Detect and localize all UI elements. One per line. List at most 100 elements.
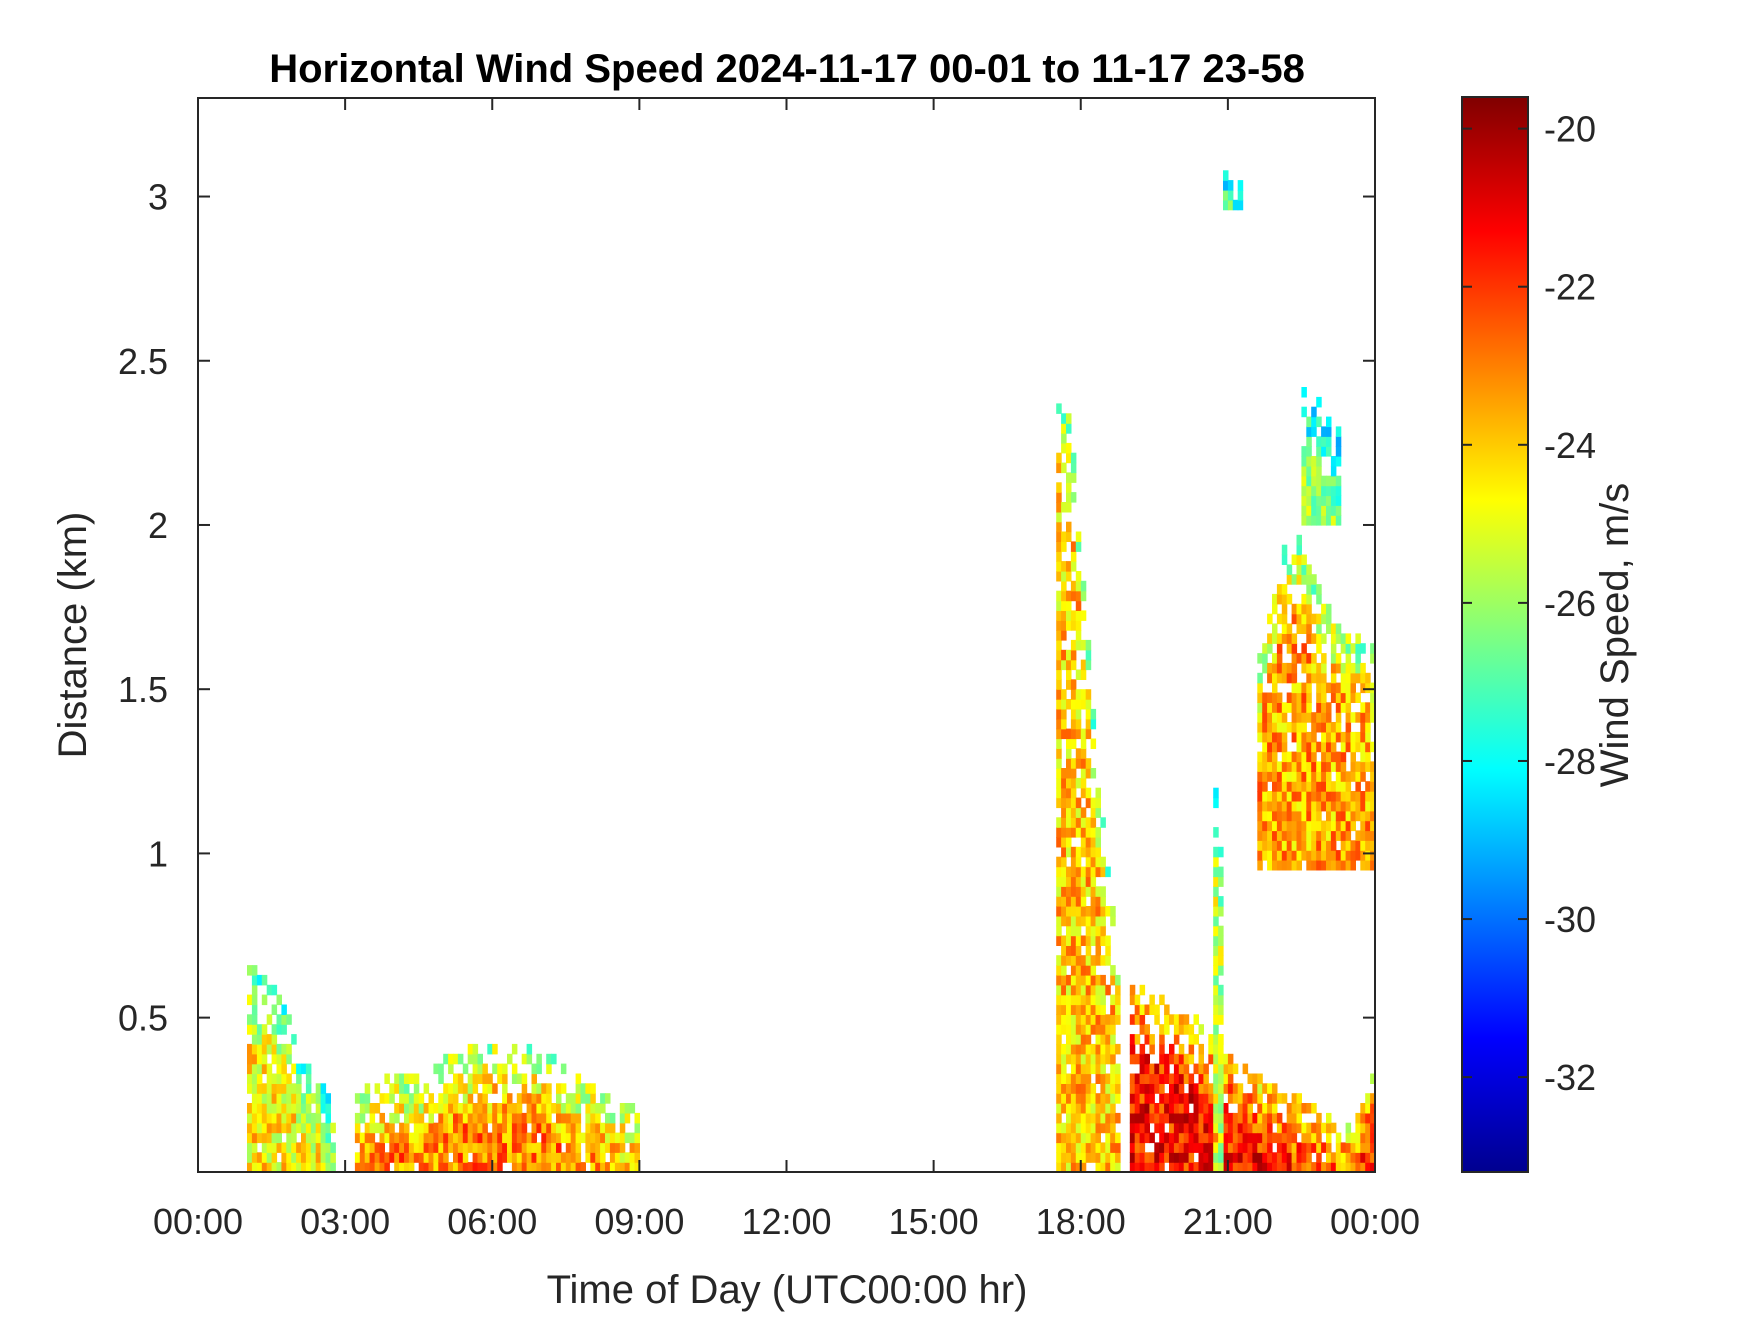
heatmap-cell [482, 1093, 488, 1104]
heatmap-cell [1326, 840, 1332, 851]
heatmap-cell [541, 1083, 547, 1094]
heatmap-cell [320, 1132, 327, 1144]
heatmap-cell [467, 1112, 474, 1124]
heatmap-cell [1164, 1152, 1170, 1163]
heatmap-cell [1301, 692, 1307, 703]
heatmap-cell [560, 1162, 567, 1173]
heatmap-cell [281, 1073, 287, 1084]
heatmap-cell [1267, 771, 1273, 782]
heatmap-cell [1335, 751, 1342, 763]
heatmap-cell [1272, 1132, 1278, 1144]
heatmap-cell [443, 1152, 449, 1163]
heatmap-cell [595, 1103, 601, 1114]
heatmap-cell [1272, 593, 1278, 605]
heatmap-cell [1070, 965, 1077, 976]
heatmap-cell [1272, 662, 1278, 674]
heatmap-cell [1066, 600, 1072, 611]
heatmap-cell [1090, 935, 1097, 946]
heatmap-cell [1276, 1112, 1283, 1124]
heatmap-cell [1350, 751, 1356, 763]
heatmap-cell [1272, 653, 1278, 664]
heatmap-cell [1178, 1162, 1185, 1173]
heatmap-cell [1223, 199, 1229, 211]
heatmap-cell [408, 1103, 415, 1114]
heatmap-cell [1080, 787, 1087, 799]
heatmap-cell [1070, 492, 1077, 503]
heatmap-cell [1213, 866, 1219, 878]
heatmap-cell [1110, 1162, 1116, 1173]
heatmap-cell [404, 1093, 410, 1104]
heatmap-cell [477, 1103, 483, 1114]
heatmap-cell [516, 1103, 523, 1114]
heatmap-cell [1296, 603, 1302, 615]
heatmap-cell [1301, 613, 1307, 625]
heatmap-cell [1267, 692, 1273, 703]
heatmap-cell [1085, 718, 1092, 730]
heatmap-cell [1066, 669, 1072, 680]
heatmap-cell [1272, 682, 1278, 694]
heatmap-cell [502, 1063, 508, 1075]
heatmap-cell [1296, 1162, 1302, 1173]
heatmap-cell [1296, 682, 1302, 694]
heatmap-cell [1100, 974, 1106, 986]
colorbar-ticks: -20-22-24-26-28-30-32 [1462, 109, 1596, 1098]
heatmap-cell [1056, 906, 1062, 917]
heatmap-cell [1080, 1093, 1087, 1104]
y-tick-label: 1 [148, 833, 168, 874]
heatmap-cell [1085, 1024, 1092, 1035]
heatmap-cell [619, 1112, 626, 1124]
heatmap-cell [1080, 610, 1087, 621]
heatmap-cell [516, 1073, 523, 1084]
heatmap-cell [605, 1093, 611, 1104]
heatmap-cell [1070, 639, 1077, 651]
heatmap-cell [399, 1122, 405, 1134]
heatmap-cell [1085, 1004, 1092, 1015]
heatmap-cell [1066, 915, 1072, 927]
heatmap-cell [1198, 1093, 1204, 1104]
x-tick-label: 15:00 [889, 1201, 979, 1242]
heatmap-cell [1316, 791, 1322, 802]
heatmap-cell [276, 1112, 282, 1124]
heatmap-cell [1056, 541, 1062, 552]
heatmap-cell [1056, 482, 1062, 493]
heatmap-cell [1321, 771, 1327, 782]
heatmap-cell [1213, 1112, 1219, 1124]
heatmap-cell [1066, 659, 1072, 671]
heatmap-cell [1066, 945, 1072, 956]
heatmap-cell [536, 1063, 542, 1075]
heatmap-cell [251, 994, 258, 1006]
heatmap-cell [487, 1083, 493, 1094]
heatmap-cell [1257, 1162, 1263, 1173]
heatmap-cell [477, 1132, 483, 1144]
heatmap-cell [1286, 574, 1293, 585]
heatmap-cell [1129, 1053, 1136, 1065]
heatmap-cell [266, 1122, 273, 1134]
heatmap-cell [1301, 623, 1307, 634]
heatmap-cell [1075, 984, 1082, 996]
heatmap-cell [1198, 1083, 1204, 1094]
heatmap-cell [1154, 1112, 1160, 1124]
heatmap-cell [1169, 1014, 1175, 1025]
heatmap-cell [1178, 1103, 1185, 1114]
heatmap-cell [1061, 886, 1067, 897]
heatmap-cell [379, 1122, 385, 1134]
heatmap-cell [1223, 180, 1229, 191]
heatmap-cell [1149, 1073, 1155, 1084]
heatmap-cell [1276, 1093, 1283, 1104]
heatmap-cell [1075, 610, 1082, 621]
heatmap-cell [1066, 876, 1072, 887]
heatmap-cell [546, 1132, 552, 1144]
heatmap-cell [1066, 886, 1072, 897]
heatmap-cell [1291, 1103, 1298, 1114]
heatmap-cell [1330, 781, 1337, 792]
heatmap-cell [418, 1103, 425, 1114]
heatmap-cell [310, 1162, 317, 1173]
heatmap-cell [1335, 505, 1342, 516]
heatmap-cell [560, 1083, 567, 1094]
heatmap-cell [1110, 1043, 1116, 1055]
heatmap-cell [1330, 810, 1337, 822]
heatmap-cell [1070, 925, 1077, 937]
heatmap-cell [247, 1083, 253, 1094]
heatmap-cell [1281, 623, 1288, 634]
heatmap-cell [374, 1152, 381, 1163]
